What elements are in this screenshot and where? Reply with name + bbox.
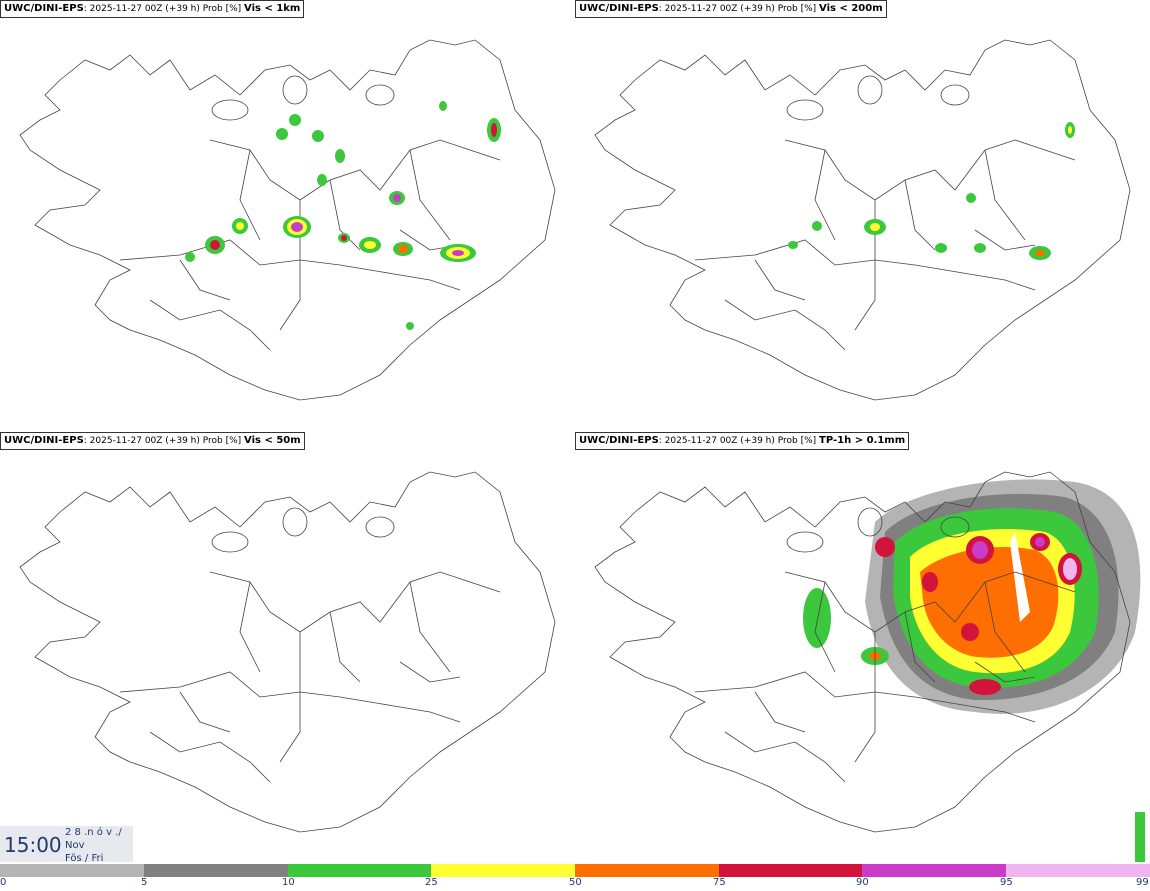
legend-bin-4 (575, 864, 719, 877)
prob-blobs (788, 122, 1075, 260)
legend-tick: 50 (569, 877, 582, 888)
legend-tick: 99 (1136, 877, 1149, 888)
legend-tick: 0 (0, 877, 7, 888)
panel-title: UWC/DINI-EPS: 2025-11-27 00Z (+39 h) Pro… (575, 0, 887, 18)
legend-bin-6 (862, 864, 1006, 877)
legend-tick: 10 (282, 877, 295, 888)
date-info: 2 8 .n ó v ./ Nov Fös / Fri (65, 827, 122, 864)
panel-title: UWC/DINI-EPS: 2025-11-27 00Z (+39 h) Pro… (0, 432, 305, 450)
legend-bin-7 (1006, 864, 1150, 877)
valid-time-box: 15:00 2 8 .n ó v ./ Nov Fös / Fri (0, 826, 133, 864)
iceland-map (594, 39, 1131, 401)
legend-tick: 75 (713, 877, 726, 888)
legend-tick: 25 (425, 877, 438, 888)
map-panel-vis-200m: UWC/DINI-EPS: 2025-11-27 00Z (+39 h) Pro… (575, 0, 1150, 432)
legend-bin-5 (719, 864, 862, 877)
prob-blobs (185, 101, 501, 330)
map-panel-tp-1h: UWC/DINI-EPS: 2025-11-27 00Z (+39 h) Pro… (575, 432, 1150, 864)
panel-title: UWC/DINI-EPS: 2025-11-27 00Z (+39 h) Pro… (575, 432, 910, 450)
legend-bin-3 (431, 864, 575, 877)
iceland-map (594, 471, 1145, 862)
iceland-map (19, 471, 556, 833)
legend-bin-2 (288, 864, 431, 877)
panel-title: UWC/DINI-EPS: 2025-11-27 00Z (+39 h) Pro… (0, 0, 305, 18)
map-panel-vis-1km: UWC/DINI-EPS: 2025-11-27 00Z (+39 h) Pro… (0, 0, 575, 432)
precip-field (803, 479, 1145, 862)
clock-time: 15:00 (4, 833, 62, 857)
probability-legend: 0 5 10 25 50 75 90 95 99 (0, 862, 1150, 891)
legend-tick: 5 (141, 877, 148, 888)
legend-tick: 90 (856, 877, 869, 888)
legend-bin-0 (0, 864, 144, 877)
legend-bin-1 (144, 864, 288, 877)
map-panel-vis-50m: UWC/DINI-EPS: 2025-11-27 00Z (+39 h) Pro… (0, 432, 575, 864)
legend-tick: 95 (1000, 877, 1013, 888)
iceland-map (19, 39, 556, 401)
